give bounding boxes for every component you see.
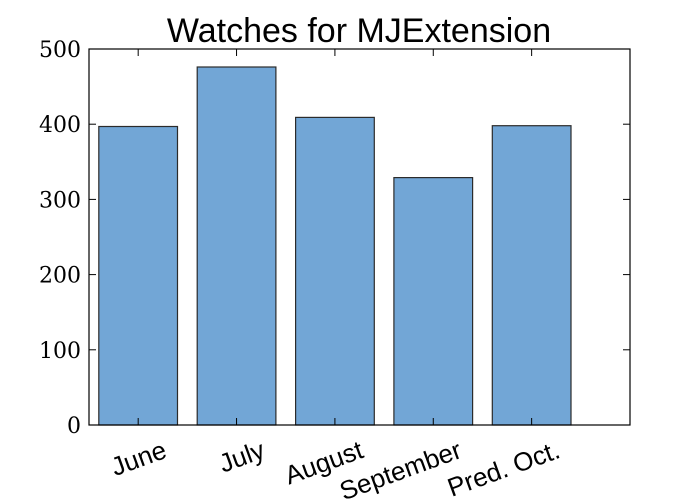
x-tick-label: June bbox=[107, 434, 170, 481]
bar-september bbox=[393, 177, 474, 426]
x-tick-label: Pred. Oct. bbox=[443, 434, 563, 500]
bar-august bbox=[295, 116, 375, 426]
x-tick-label: July bbox=[215, 434, 269, 478]
chart-title: Watches for MJExtension bbox=[167, 12, 551, 50]
bar-july bbox=[196, 66, 277, 426]
axes-frame bbox=[88, 48, 631, 426]
bar-pred-oct bbox=[491, 125, 572, 426]
y-tick-label: 200 bbox=[39, 264, 81, 289]
y-tick-label: 500 bbox=[39, 38, 81, 63]
y-tick-label: 100 bbox=[39, 339, 81, 364]
y-tick-label: 400 bbox=[39, 113, 81, 138]
bar-june bbox=[98, 125, 179, 426]
y-tick-label: 0 bbox=[67, 414, 81, 439]
y-tick-label: 300 bbox=[39, 188, 81, 213]
